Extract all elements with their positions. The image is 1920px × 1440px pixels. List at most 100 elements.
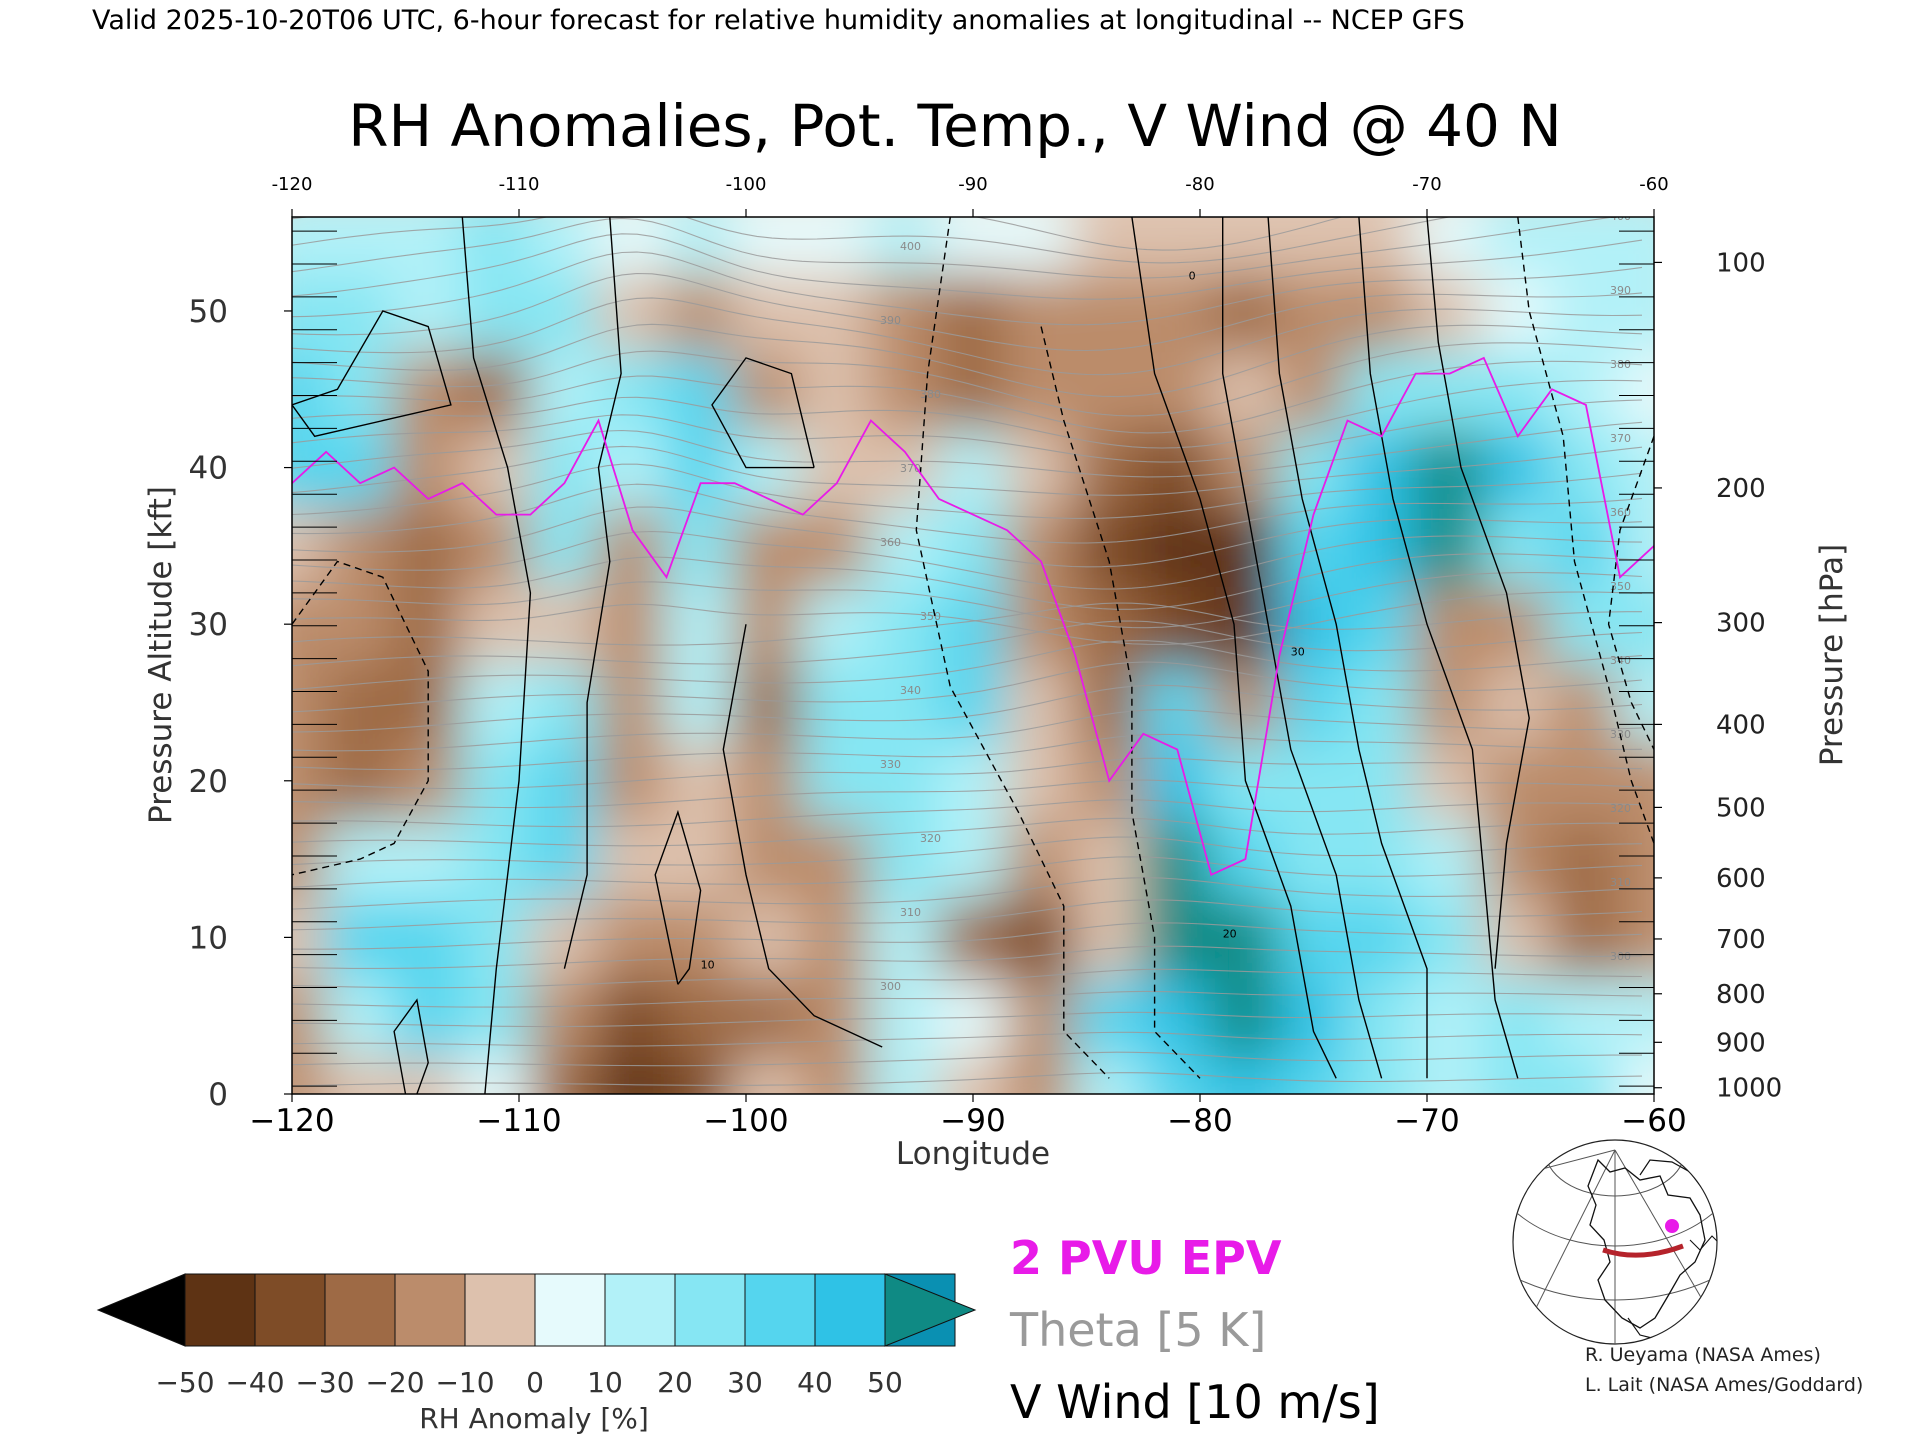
x-tick-label: −80 bbox=[1167, 1103, 1232, 1139]
rh-cell bbox=[1617, 661, 1654, 744]
rh-cell bbox=[392, 217, 465, 274]
rh-cell bbox=[292, 1052, 329, 1094]
colorbar-box bbox=[184, 1273, 256, 1347]
x-axis-label: Longitude bbox=[896, 1136, 1050, 1172]
v-wind-contours: 0 10 20 30 bbox=[292, 217, 1654, 1094]
v-wind-contour bbox=[1358, 217, 1519, 1079]
rh-cell bbox=[460, 348, 533, 431]
theta-contour-label: 340 bbox=[900, 684, 921, 697]
epv-2pvu-line bbox=[292, 356, 1654, 877]
rh-cell bbox=[936, 974, 1010, 1057]
rh-cell bbox=[1481, 504, 1554, 588]
rh-cell bbox=[1413, 269, 1486, 353]
theta-contour bbox=[292, 602, 1642, 646]
rh-cell bbox=[292, 739, 329, 822]
rh-cell bbox=[732, 817, 805, 901]
rh-cell bbox=[292, 269, 329, 353]
theta-contour bbox=[292, 506, 1643, 568]
rh-cell bbox=[292, 504, 329, 588]
y-tick-label: 30 bbox=[189, 607, 228, 643]
v-wind-contour bbox=[722, 624, 883, 1048]
pressure-tick-label: 200 bbox=[1716, 474, 1766, 504]
rh-cell bbox=[596, 896, 669, 979]
y-tick-label: 20 bbox=[189, 764, 228, 800]
rh-cell bbox=[596, 661, 669, 744]
rh-cell bbox=[528, 739, 601, 822]
v-wind-contour bbox=[711, 357, 815, 469]
rh-cell bbox=[868, 896, 941, 979]
rh-cell bbox=[1413, 504, 1486, 588]
rh-cell bbox=[324, 896, 397, 979]
y-tick-label: 0 bbox=[208, 1077, 228, 1113]
rh-cell bbox=[868, 504, 941, 588]
rh-cell bbox=[664, 426, 737, 509]
rh-cell bbox=[460, 1052, 533, 1094]
rh-cell bbox=[528, 583, 601, 666]
rh-cell bbox=[528, 217, 601, 274]
pressure-level-bars bbox=[292, 230, 1654, 1087]
rh-cell bbox=[596, 817, 669, 901]
rh-cell bbox=[1345, 896, 1418, 979]
rh-cell bbox=[732, 583, 805, 666]
rh-cell bbox=[1549, 217, 1622, 274]
rh-cell bbox=[392, 504, 465, 588]
theta-contour-label: 410 bbox=[920, 166, 941, 179]
v-wind-contour bbox=[915, 217, 1110, 1079]
colorbar-over-arrow bbox=[884, 1273, 977, 1347]
theta-contour bbox=[292, 297, 1643, 376]
colorbar-tick-label: 20 bbox=[657, 1366, 693, 1399]
rh-cell bbox=[1277, 583, 1350, 666]
rh-cell bbox=[324, 426, 397, 509]
rh-cell bbox=[1481, 896, 1554, 979]
x-tick-label: −110 bbox=[476, 1103, 561, 1139]
rh-cell bbox=[392, 817, 465, 901]
inset-map bbox=[1512, 1139, 1718, 1345]
theta-contour-label: 370 bbox=[900, 462, 921, 475]
rh-cell bbox=[1277, 739, 1350, 822]
rh-cell bbox=[800, 348, 873, 431]
colorbar-tick-label: −30 bbox=[295, 1366, 354, 1399]
y-axis-ticks: 0 10 20 30 40 50 bbox=[189, 294, 292, 1113]
rh-cell bbox=[936, 661, 1010, 744]
rh-cell bbox=[324, 1052, 397, 1094]
rh-cell bbox=[868, 583, 941, 666]
theta-contour-label: 350 bbox=[920, 610, 941, 623]
colorbar-tick-label: 30 bbox=[727, 1366, 763, 1399]
pressure-tick-label: 500 bbox=[1716, 793, 1766, 823]
rh-cell bbox=[1549, 974, 1622, 1057]
rh-cell bbox=[324, 739, 397, 822]
rh-cell bbox=[664, 817, 737, 901]
v-wind-contour bbox=[292, 560, 429, 876]
rh-cell bbox=[1005, 817, 1078, 901]
rh-cell bbox=[1617, 1052, 1654, 1094]
rh-cell bbox=[1345, 504, 1418, 588]
pressure-tick-label: 1000 bbox=[1716, 1074, 1782, 1104]
rh-cell bbox=[1617, 817, 1654, 901]
top-x-tick-label: -90 bbox=[958, 174, 987, 195]
rh-cell bbox=[936, 817, 1010, 901]
rh-cell bbox=[1617, 426, 1654, 509]
x-tick-label: −90 bbox=[940, 1103, 1005, 1139]
rh-cell bbox=[664, 661, 737, 744]
theta-contour bbox=[292, 990, 1643, 1008]
rh-cell bbox=[1413, 739, 1486, 822]
rh-cell bbox=[460, 974, 533, 1057]
rh-cell bbox=[800, 269, 873, 353]
inset-map-marker bbox=[1665, 1219, 1679, 1233]
rh-cell bbox=[1277, 817, 1350, 901]
top-x-tick-label: -70 bbox=[1412, 174, 1441, 195]
rh-cell bbox=[1481, 426, 1554, 509]
inset-map-coastline bbox=[1587, 1158, 1706, 1329]
theta-contour bbox=[292, 1031, 1643, 1047]
rh-cell bbox=[1005, 583, 1078, 666]
rh-cell bbox=[664, 1052, 737, 1094]
theta-contour-label: 320 bbox=[1610, 802, 1631, 815]
theta-contour bbox=[292, 217, 1452, 264]
rh-cell bbox=[1073, 348, 1146, 431]
rh-cell bbox=[460, 217, 533, 274]
rh-cell bbox=[868, 817, 941, 901]
chart-title: RH Anomalies, Pot. Temp., V Wind @ 40 N bbox=[348, 92, 1562, 160]
rh-cell bbox=[1073, 504, 1146, 588]
colorbar-box bbox=[464, 1273, 536, 1347]
